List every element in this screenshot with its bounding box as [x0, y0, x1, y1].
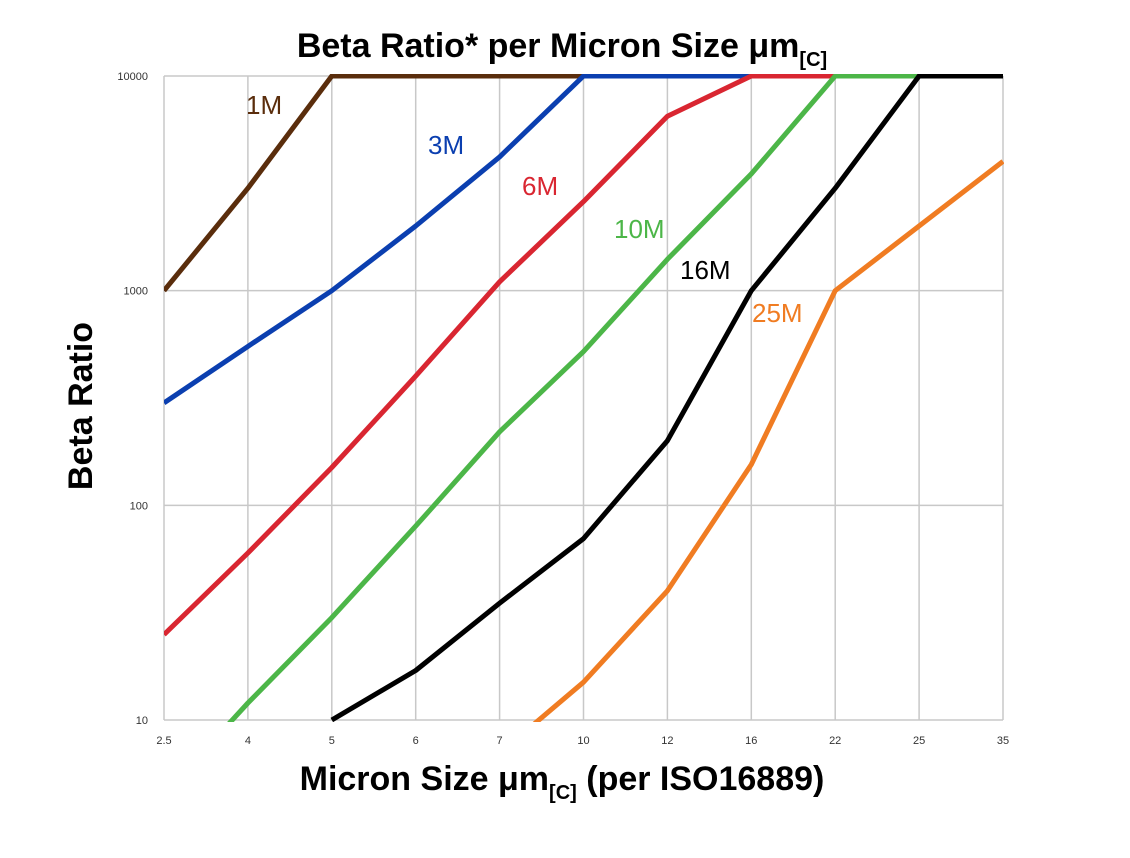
series-line-25M	[532, 159, 1004, 722]
series-label-6M: 6M	[522, 171, 558, 201]
y-tick-label: 10	[136, 715, 148, 727]
y-tick-label: 1000	[124, 286, 148, 298]
x-tick-label: 10	[577, 735, 589, 747]
x-tick-label: 5	[329, 735, 335, 747]
series-label-3M: 3M	[428, 130, 464, 160]
y-tick-label: 10000	[117, 71, 148, 83]
y-tick-labels: 10 100 1000 10000	[117, 71, 148, 727]
x-tick-label: 12	[661, 735, 673, 747]
grid	[163, 75, 1004, 721]
x-tick-label: 2.5	[156, 735, 171, 747]
y-tick-label: 100	[130, 500, 148, 512]
series-lines	[164, 74, 1004, 722]
x-tick-label: 4	[245, 735, 251, 747]
x-axis-title: Micron Size μm[C] (per ISO16889)	[300, 760, 825, 804]
x-tick-label: 7	[497, 735, 503, 747]
x-tick-label: 6	[413, 735, 419, 747]
series-label-25M: 25M	[752, 298, 803, 328]
x-tick-labels: 2.5 4 5 6 7 10 12 16 22 25 35	[156, 735, 1009, 747]
x-tick-label: 22	[829, 735, 841, 747]
series-line-10M	[227, 74, 1003, 722]
series-labels: 1M 3M 6M 10M 16M 25M	[246, 90, 803, 328]
x-tick-label: 35	[997, 735, 1009, 747]
x-tick-label: 25	[913, 735, 925, 747]
series-label-16M: 16M	[680, 255, 731, 285]
series-line-16M	[330, 74, 1003, 722]
x-tick-label: 16	[745, 735, 757, 747]
y-axis-title: Beta Ratio	[62, 322, 100, 490]
series-label-10M: 10M	[614, 214, 665, 244]
series-label-1M: 1M	[246, 90, 282, 120]
chart-title: Beta Ratio* per Micron Size μm[C]	[297, 27, 827, 71]
